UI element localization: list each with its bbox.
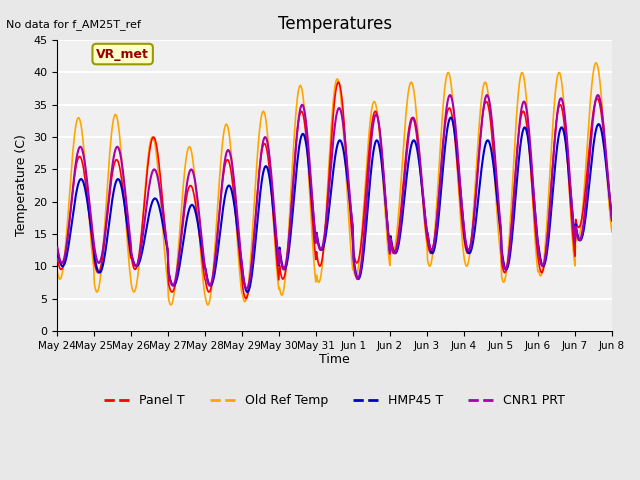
Text: No data for f_AM25T_ref: No data for f_AM25T_ref — [6, 19, 141, 30]
Text: VR_met: VR_met — [96, 48, 149, 60]
X-axis label: Time: Time — [319, 353, 350, 366]
Y-axis label: Temperature (C): Temperature (C) — [15, 134, 28, 237]
Legend: Panel T, Old Ref Temp, HMP45 T, CNR1 PRT: Panel T, Old Ref Temp, HMP45 T, CNR1 PRT — [99, 389, 570, 412]
Title: Temperatures: Temperatures — [278, 15, 392, 33]
